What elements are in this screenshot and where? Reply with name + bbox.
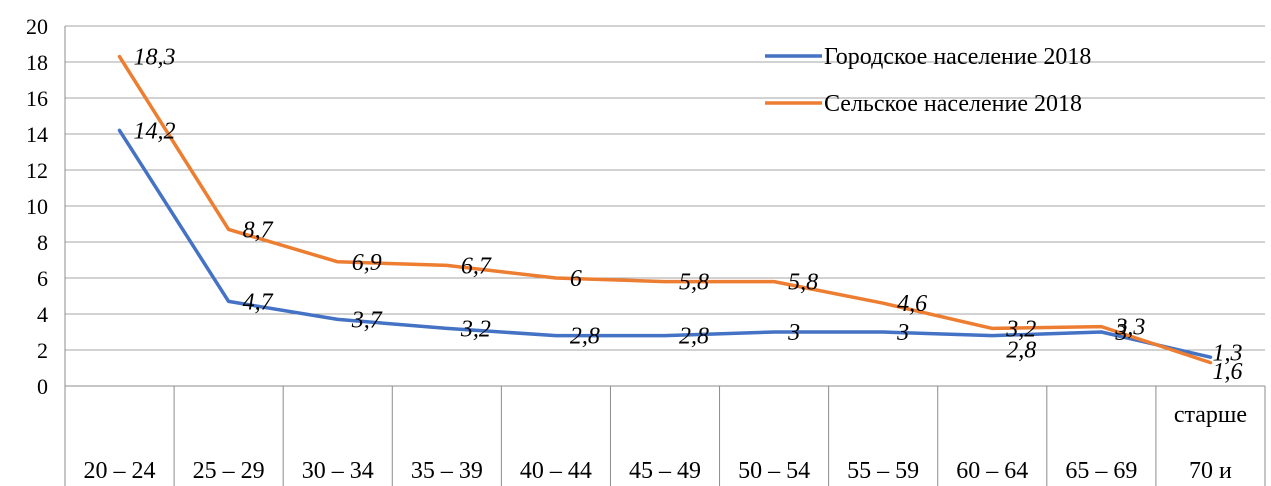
data-label-rural: 5,8 xyxy=(679,270,709,296)
data-label-urban: 3 xyxy=(896,320,909,346)
x-category-label: 30 – 34 xyxy=(302,458,374,484)
data-label-urban: 3 xyxy=(787,320,800,346)
data-label-rural: 6,9 xyxy=(352,250,382,276)
x-category-label: 50 – 54 xyxy=(738,458,810,484)
data-label-rural: 8,7 xyxy=(243,217,274,243)
data-label-urban: 4,7 xyxy=(243,289,274,315)
data-label-urban: 2,8 xyxy=(1006,338,1036,364)
data-label-urban: 3,7 xyxy=(351,307,383,333)
y-tick-label: 10 xyxy=(26,194,48,219)
y-tick-label: 20 xyxy=(26,14,48,39)
legend: Городское население 2018 Сельское населен… xyxy=(765,44,1091,117)
y-tick-label: 0 xyxy=(37,374,48,399)
data-label-rural: 1,3 xyxy=(1212,341,1242,367)
x-category-label: 70 и xyxy=(1189,458,1232,484)
x-category-label: 20 – 24 xyxy=(84,458,156,484)
x-category-label: 40 – 44 xyxy=(520,458,592,484)
x-category-label: 65 – 69 xyxy=(1065,458,1137,484)
data-label-rural: 6,7 xyxy=(461,253,492,279)
data-label-urban: 3 xyxy=(1114,320,1127,346)
legend-label: Городское население 2018 xyxy=(824,44,1091,70)
y-tick-label: 18 xyxy=(26,50,48,75)
x-category-label: 25 – 29 xyxy=(193,458,265,484)
data-label-rural: 5,8 xyxy=(788,270,818,296)
series-layer xyxy=(117,54,1213,365)
y-tick-label: 2 xyxy=(37,338,48,363)
y-tick-label: 16 xyxy=(26,86,48,111)
data-label-rural: 4,6 xyxy=(897,291,927,317)
series-line-urban xyxy=(117,128,1213,359)
data-label-rural: 18,3 xyxy=(134,45,176,71)
data-label-layer: 14,24,73,7 3,2 2,8 2,8 3 32,831,618,38,76,9 6,… xyxy=(134,45,1243,386)
data-label-rural: 3,2 xyxy=(1005,316,1036,342)
y-tick-label: 6 xyxy=(37,266,48,291)
data-label-urban: 2,8 xyxy=(570,324,600,350)
data-label-rural: 6 xyxy=(570,266,582,292)
data-label-urban: 3,2 xyxy=(460,316,491,342)
y-tick-label: 8 xyxy=(37,230,48,255)
x-category-label: 45 – 49 xyxy=(629,458,701,484)
y-tick-label: 12 xyxy=(26,158,48,183)
y-tick-label: 4 xyxy=(37,302,48,327)
data-label-urban: 2,8 xyxy=(679,324,709,350)
data-label-urban: 14,2 xyxy=(134,118,176,144)
x-category-label: 35 – 39 xyxy=(411,458,483,484)
x-category-label: 60 – 64 xyxy=(956,458,1028,484)
x-category-label: старше xyxy=(1174,402,1247,428)
y-tick-label: 14 xyxy=(26,122,48,147)
x-category-label: 55 – 59 xyxy=(847,458,919,484)
data-label-urban: 1,6 xyxy=(1212,359,1242,385)
data-label-rural: 3,3 xyxy=(1114,315,1145,341)
legend-label: Сельское население 2018 xyxy=(824,91,1082,117)
series-line-rural xyxy=(117,54,1213,365)
grid-layer xyxy=(65,25,1265,387)
